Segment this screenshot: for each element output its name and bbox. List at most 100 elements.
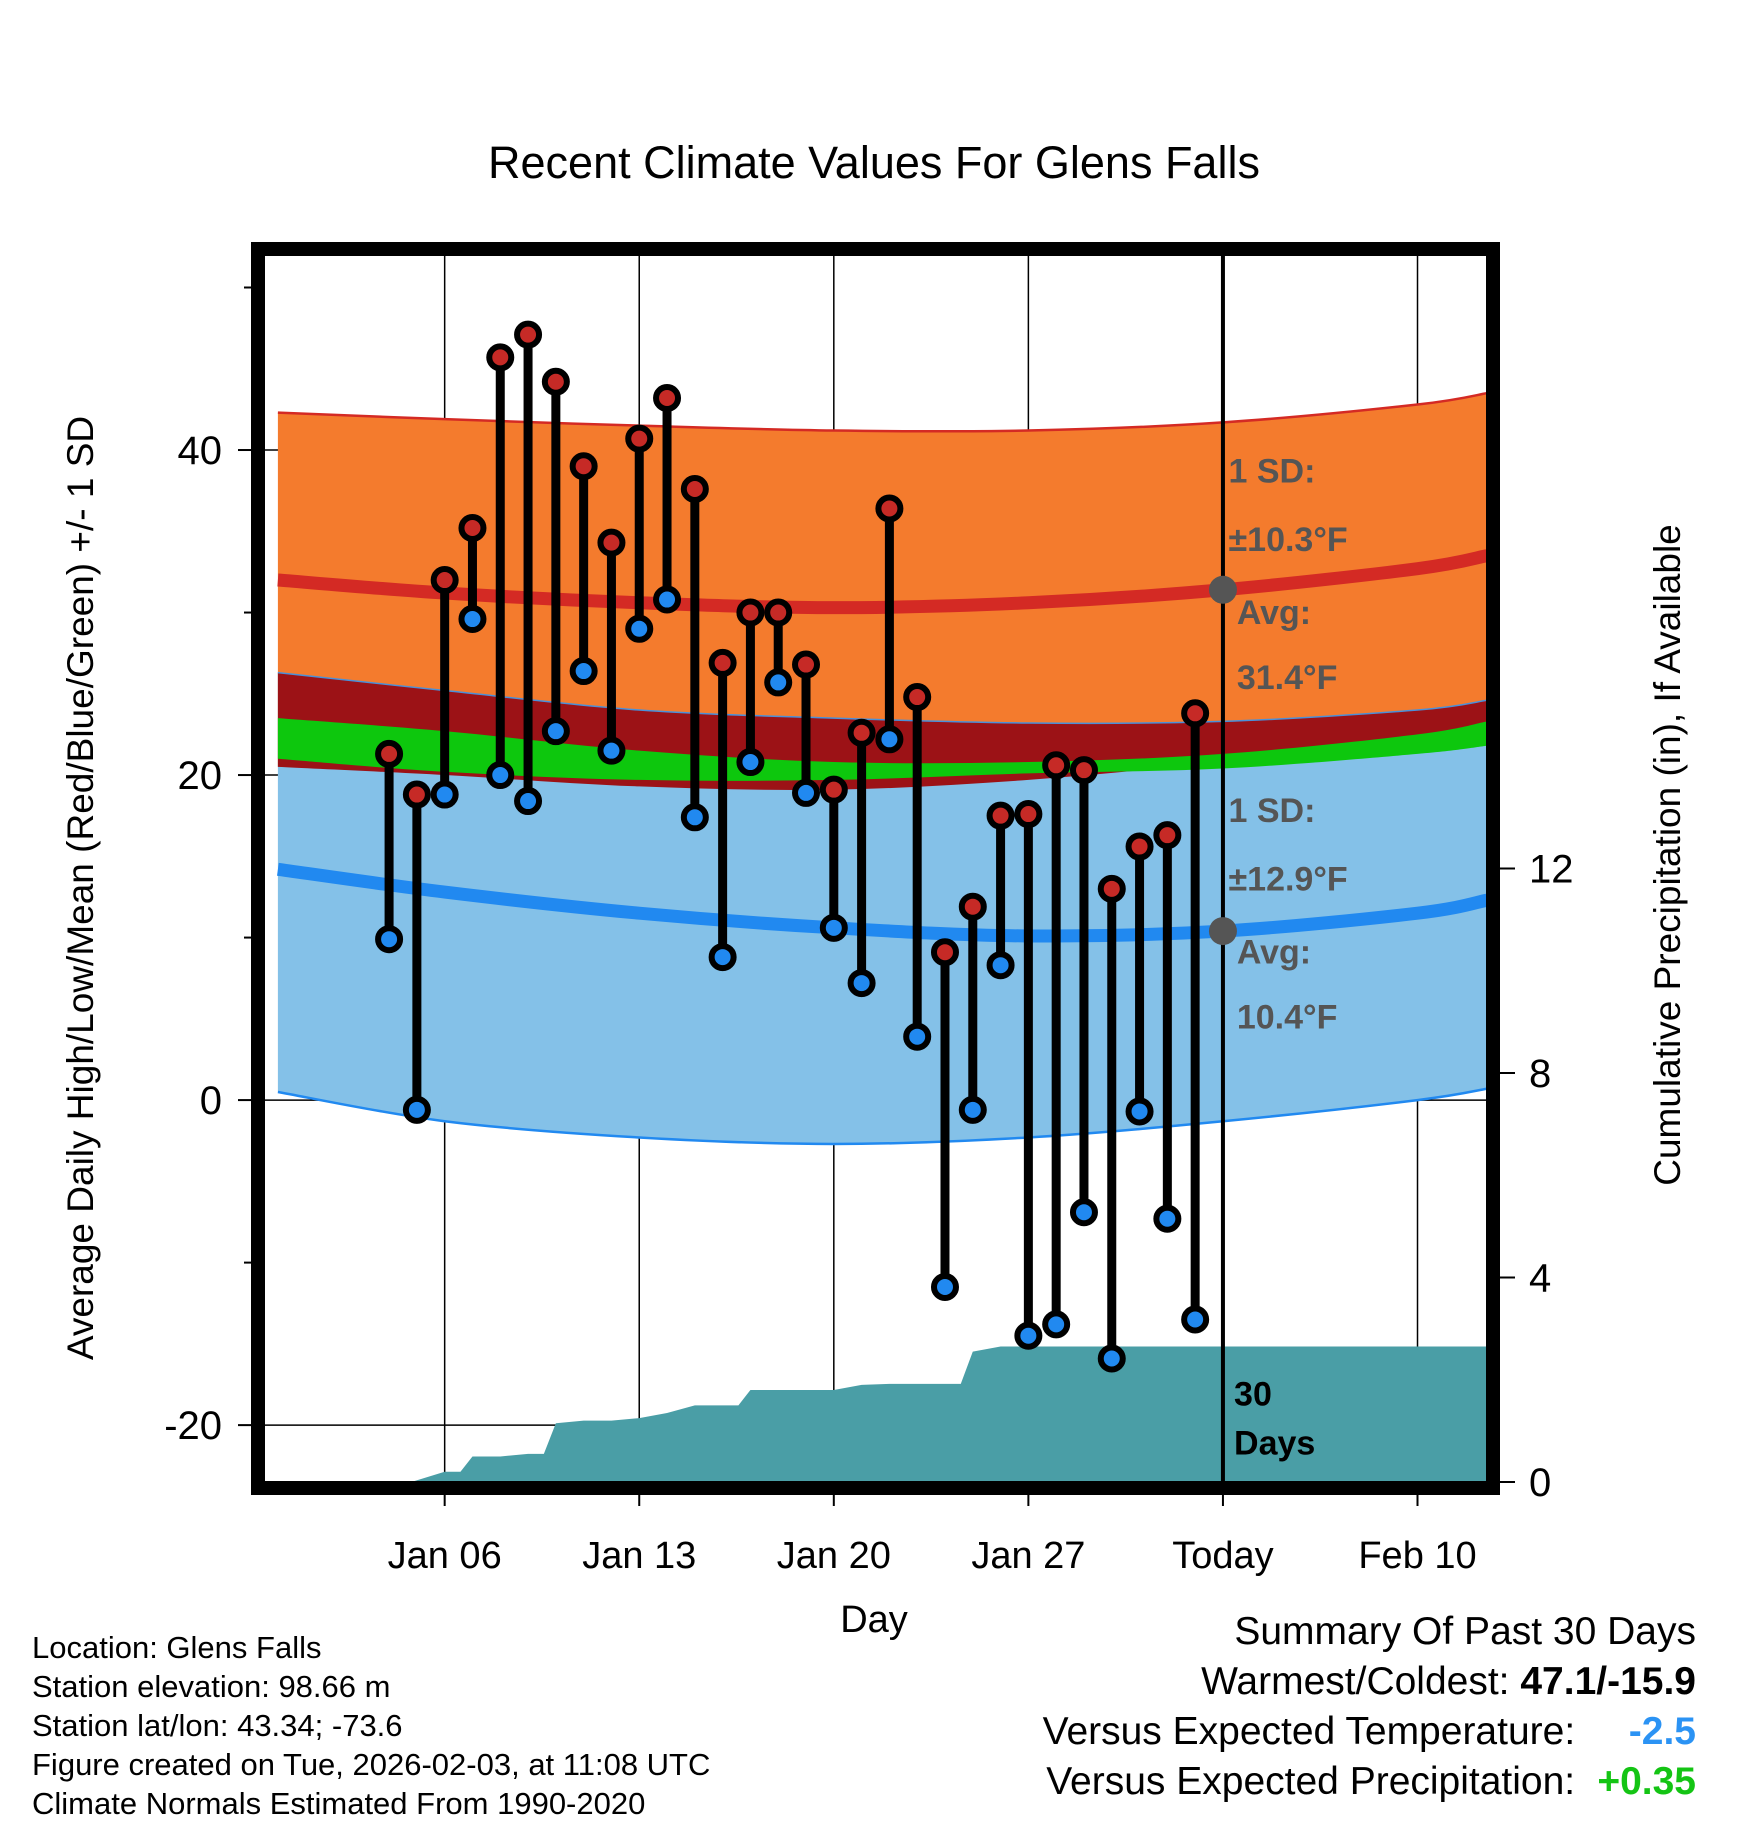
precip-value: +0.35 (1597, 1760, 1696, 1803)
precip-area (264, 1346, 1487, 1482)
daily-high-dot (569, 452, 598, 481)
daily-high-dot (458, 514, 487, 543)
daily-low-dot (458, 605, 487, 634)
daily-low-dot (514, 787, 543, 816)
daily-low-dot (875, 725, 904, 754)
daily-low-dot (680, 803, 709, 832)
daily-low-dot (736, 748, 765, 777)
daily-high-dot (402, 780, 431, 809)
x-tick-label: Feb 10 (1358, 1535, 1476, 1577)
precip-label: Versus Expected Precipitation: (1046, 1760, 1576, 1803)
normal-low-line (277, 862, 1489, 943)
daily-high-dot (597, 528, 626, 557)
daily-low-dot (958, 1095, 987, 1124)
daily-high-dot (1125, 832, 1154, 861)
low-sd-band (277, 672, 1488, 1144)
x-tick-label: Jan 13 (582, 1535, 696, 1577)
daily-low-dot (708, 943, 737, 972)
daily-low-dot (1181, 1305, 1210, 1334)
daily-high-dot (680, 475, 709, 504)
daily-low-dot (1153, 1204, 1182, 1233)
daily-low-dot (1097, 1344, 1126, 1373)
daily-high-dot (792, 650, 821, 679)
daily-low-dot (986, 951, 1015, 980)
daily-high-dot (541, 367, 570, 396)
daily-high-dot (930, 938, 959, 967)
daily-low-dot (597, 736, 626, 765)
summary-title: Summary Of Past 30 Days (1234, 1610, 1696, 1653)
daily-high-dot (958, 892, 987, 921)
daily-low-dot (847, 969, 876, 998)
daily-high-dot (1097, 874, 1126, 903)
daily-low-dot (1014, 1321, 1043, 1350)
low-avg-marker (1208, 917, 1237, 946)
daily-high-dot (986, 801, 1015, 830)
y-right-tick-label: 4 (1529, 1257, 1551, 1301)
low-avg-value: 10.4°F (1237, 999, 1338, 1037)
y-left-tick-label: 0 (200, 1079, 222, 1123)
daily-low-dot (930, 1272, 959, 1301)
x-axis-label: Day (840, 1599, 908, 1641)
daily-high-dot (514, 320, 543, 349)
x-tick-label: Jan 20 (777, 1535, 891, 1577)
window-label-days: Days (1234, 1424, 1315, 1462)
daily-high-dot (653, 384, 682, 413)
y-left-tick-label: -20 (164, 1404, 222, 1448)
high-avg-marker (1208, 575, 1237, 604)
elevation-text: Station elevation: 98.66 m (32, 1669, 391, 1704)
daily-low-dot (486, 761, 515, 790)
daily-high-dot (903, 683, 932, 712)
y-left-tick-label: 40 (178, 429, 223, 473)
daily-low-dot (792, 778, 821, 807)
window-label-number: 30 (1234, 1376, 1272, 1414)
daily-low-dot (625, 614, 654, 643)
y-right-tick-label: 12 (1529, 848, 1574, 892)
high-upper-edge (277, 391, 1488, 433)
y-right-tick-label: 0 (1529, 1461, 1551, 1505)
high-avg-label: Avg: (1237, 594, 1311, 632)
extremes-value: 47.1/-15.9 (1520, 1660, 1696, 1703)
high-sd-value: ±10.3°F (1229, 521, 1348, 559)
x-tick-label: Jan 06 (388, 1535, 502, 1577)
y-axis-label-right: Cumulative Precipitation (in), If Availa… (1647, 524, 1688, 1186)
daily-low-dot (1042, 1310, 1071, 1339)
daily-low-dot (430, 780, 459, 809)
daily-low-dot (375, 925, 404, 954)
daily-high-dot (486, 343, 515, 372)
daily-low-dot (569, 657, 598, 686)
low-lower-edge (277, 1087, 1488, 1146)
summary-panel: Summary Of Past 30 Days Warmest/Coldest:… (1043, 1610, 1696, 1810)
daily-high-dot (764, 598, 793, 627)
daily-high-dot (1042, 751, 1071, 780)
daily-low-dot (653, 585, 682, 614)
normal-high-line (277, 549, 1489, 615)
low-avg-label: Avg: (1237, 934, 1311, 972)
y-right-tick-label: 8 (1529, 1052, 1551, 1096)
extremes-label: Warmest/Coldest: (1201, 1660, 1521, 1703)
temp-value: -2.5 (1628, 1710, 1696, 1753)
daily-high-dot (625, 424, 654, 453)
normals-text: Climate Normals Estimated From 1990-2020 (32, 1786, 646, 1821)
daily-high-dot (1153, 821, 1182, 850)
latlon-text: Station lat/lon: 43.34; -73.6 (32, 1708, 403, 1743)
chart-title: Recent Climate Values For Glens Falls (488, 137, 1260, 188)
daily-high-dot (847, 718, 876, 747)
daily-high-dot (1069, 756, 1098, 785)
daily-high-dot (708, 648, 737, 677)
summary-extremes: Warmest/Coldest: 47.1/-15.9 (1043, 1660, 1696, 1710)
y-left-tick-label: 20 (178, 754, 223, 798)
high-sd-label: 1 SD: (1229, 453, 1316, 491)
daily-low-dot (541, 717, 570, 746)
x-tick-label: Today (1172, 1535, 1273, 1577)
daily-high-dot (875, 494, 904, 523)
daily-low-dot (1125, 1097, 1154, 1126)
x-tick-label: Jan 27 (971, 1535, 1085, 1577)
daily-high-dot (1014, 800, 1043, 829)
daily-high-dot (736, 598, 765, 627)
summary-precip: Versus Expected Precipitation: +0.35 (1043, 1760, 1696, 1810)
high-avg-value: 31.4°F (1237, 659, 1338, 697)
daily-high-dot (430, 566, 459, 595)
daily-low-dot (1069, 1198, 1098, 1227)
low-sd-value: ±12.9°F (1229, 860, 1348, 898)
